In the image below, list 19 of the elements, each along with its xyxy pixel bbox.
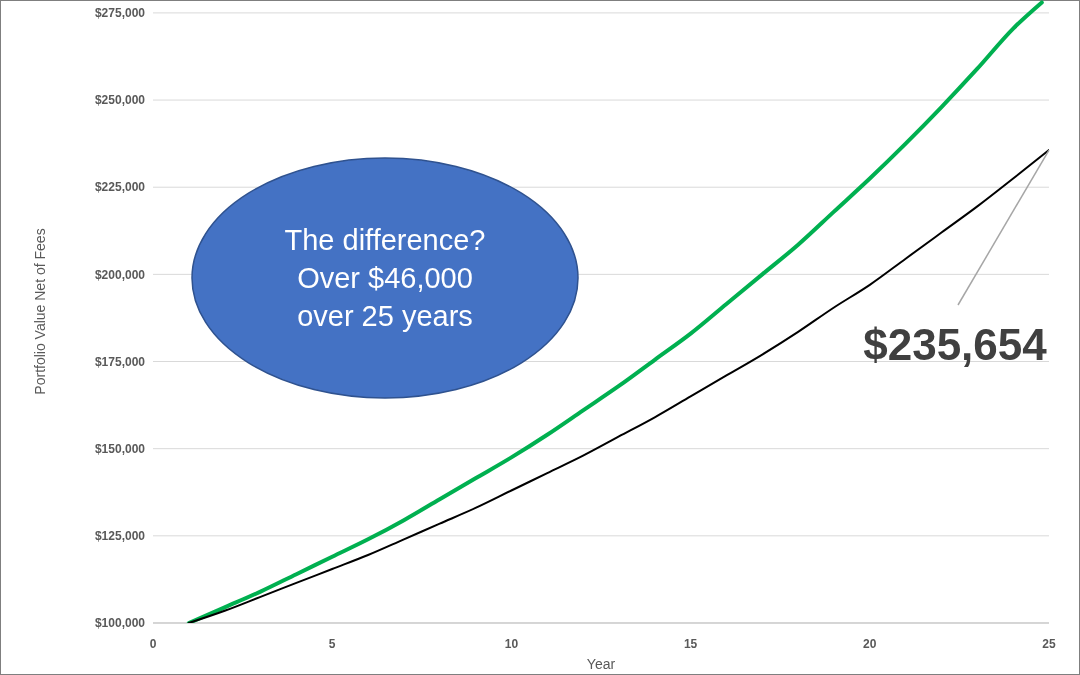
y-axis-title: Portfolio Value Net of Fees xyxy=(32,228,48,395)
y-tick-label: $150,000 xyxy=(94,441,146,456)
x-tick-label: 5 xyxy=(328,637,336,651)
y-tick-label: $175,000 xyxy=(94,354,146,369)
x-tick-label: 0 xyxy=(149,637,157,651)
x-tick-label: 20 xyxy=(863,637,877,651)
annotation: $235,654 xyxy=(863,320,1048,369)
x-axis-title: Year xyxy=(586,656,616,672)
y-tick-label: $275,000 xyxy=(94,6,146,21)
y-tick-label: $100,000 xyxy=(94,616,146,631)
x-tick-label: 10 xyxy=(504,637,519,651)
annotation: The difference? Over $46,000 over 25 years xyxy=(284,224,486,332)
x-tick-label: 25 xyxy=(1042,637,1056,651)
line-series xyxy=(187,149,1049,623)
y-tick-label: $225,000 xyxy=(94,180,146,195)
y-tick-label: $125,000 xyxy=(94,529,146,544)
y-tick-label: $250,000 xyxy=(94,93,146,108)
x-tick-label: 15 xyxy=(683,637,698,651)
y-tick-label: $200,000 xyxy=(94,267,146,282)
